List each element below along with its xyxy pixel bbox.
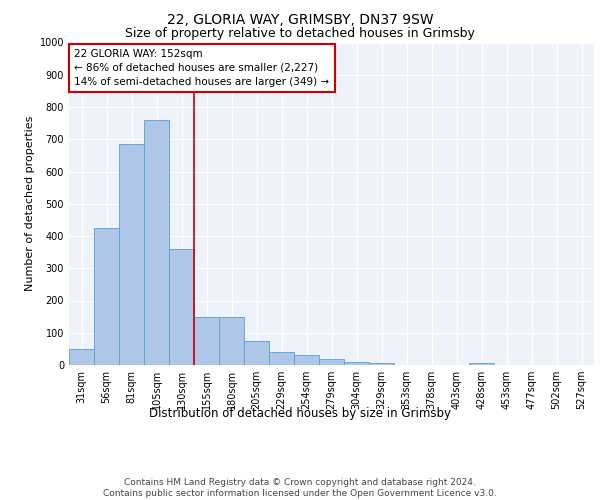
Bar bbox=[194, 316, 219, 365]
Text: Size of property relative to detached houses in Grimsby: Size of property relative to detached ho… bbox=[125, 28, 475, 40]
Bar bbox=[119, 144, 144, 365]
Text: 22, GLORIA WAY, GRIMSBY, DN37 9SW: 22, GLORIA WAY, GRIMSBY, DN37 9SW bbox=[167, 12, 433, 26]
Bar bbox=[469, 364, 494, 365]
Text: Distribution of detached houses by size in Grimsby: Distribution of detached houses by size … bbox=[149, 408, 451, 420]
Bar bbox=[69, 349, 94, 365]
Bar bbox=[94, 228, 119, 365]
Bar bbox=[319, 358, 344, 365]
Bar bbox=[169, 249, 194, 365]
Text: 22 GLORIA WAY: 152sqm
← 86% of detached houses are smaller (2,227)
14% of semi-d: 22 GLORIA WAY: 152sqm ← 86% of detached … bbox=[74, 49, 329, 87]
Y-axis label: Number of detached properties: Number of detached properties bbox=[25, 116, 35, 292]
Bar bbox=[244, 341, 269, 365]
Bar bbox=[269, 352, 294, 365]
Bar bbox=[344, 362, 369, 365]
Text: Contains HM Land Registry data © Crown copyright and database right 2024.
Contai: Contains HM Land Registry data © Crown c… bbox=[103, 478, 497, 498]
Bar bbox=[294, 356, 319, 365]
Bar bbox=[144, 120, 169, 365]
Bar bbox=[369, 364, 394, 365]
Bar bbox=[219, 316, 244, 365]
